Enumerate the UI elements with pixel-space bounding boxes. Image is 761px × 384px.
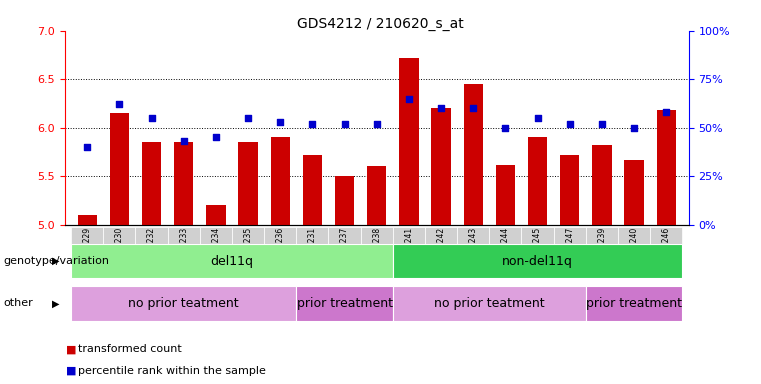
Text: transformed count: transformed count [78,344,182,354]
Text: GSM652245: GSM652245 [533,227,542,273]
FancyBboxPatch shape [650,227,683,273]
Point [339,121,351,127]
Text: GSM652232: GSM652232 [147,227,156,273]
Point [113,101,126,108]
FancyBboxPatch shape [425,227,457,273]
FancyBboxPatch shape [71,286,296,321]
Text: no prior teatment: no prior teatment [434,297,545,310]
Text: GSM652240: GSM652240 [629,227,638,273]
Text: GSM652246: GSM652246 [661,227,670,273]
FancyBboxPatch shape [200,227,232,273]
FancyBboxPatch shape [167,227,200,273]
Point [210,134,222,141]
Text: GSM652234: GSM652234 [212,227,221,273]
Point [499,125,511,131]
FancyBboxPatch shape [489,227,521,273]
FancyBboxPatch shape [457,227,489,273]
FancyBboxPatch shape [521,227,553,273]
Point [660,109,672,115]
Bar [206,205,225,225]
Point [564,121,576,127]
FancyBboxPatch shape [586,286,683,321]
Text: non-del11q: non-del11q [502,255,573,268]
Bar [303,155,322,225]
FancyBboxPatch shape [393,227,425,273]
Point [435,105,447,111]
Bar [495,164,515,225]
Point [596,121,608,127]
FancyBboxPatch shape [232,227,264,273]
Bar [238,142,258,225]
Point [177,138,189,144]
FancyBboxPatch shape [296,286,393,321]
Bar [367,167,387,225]
Text: genotype/variation: genotype/variation [4,256,110,266]
FancyBboxPatch shape [329,227,361,273]
Text: GDS4212 / 210620_s_at: GDS4212 / 210620_s_at [297,17,464,31]
Text: no prior teatment: no prior teatment [129,297,239,310]
Bar [110,113,129,225]
FancyBboxPatch shape [393,244,683,278]
Text: GSM652230: GSM652230 [115,227,124,273]
FancyBboxPatch shape [296,227,329,273]
Point [306,121,318,127]
Text: ▶: ▶ [52,298,59,308]
Point [531,115,543,121]
Bar [142,142,161,225]
Text: ▶: ▶ [52,256,59,266]
Bar [400,58,419,225]
Bar [271,137,290,225]
Text: GSM652242: GSM652242 [437,227,445,273]
FancyBboxPatch shape [393,286,586,321]
Bar [560,155,579,225]
Text: prior treatment: prior treatment [297,297,393,310]
Point [274,119,286,125]
Text: GSM652229: GSM652229 [83,227,92,273]
Text: GSM652235: GSM652235 [244,227,253,273]
Point [371,121,383,127]
Bar [657,110,676,225]
Text: GSM652237: GSM652237 [340,227,349,273]
Bar [78,215,97,225]
FancyBboxPatch shape [71,227,103,273]
FancyBboxPatch shape [618,227,650,273]
Text: GSM652238: GSM652238 [372,227,381,273]
Bar [624,160,644,225]
Text: ■: ■ [66,366,77,376]
Text: del11q: del11q [211,255,253,268]
FancyBboxPatch shape [361,227,393,273]
Bar [174,142,193,225]
Point [242,115,254,121]
Text: GSM652236: GSM652236 [275,227,285,273]
FancyBboxPatch shape [586,227,618,273]
Bar [592,145,612,225]
Point [467,105,479,111]
Point [145,115,158,121]
FancyBboxPatch shape [135,227,167,273]
Text: prior treatment: prior treatment [586,297,682,310]
Text: ■: ■ [66,344,77,354]
Text: GSM652243: GSM652243 [469,227,478,273]
Point [81,144,94,150]
Text: GSM652231: GSM652231 [308,227,317,273]
Text: GSM652239: GSM652239 [597,227,607,273]
Point [628,125,640,131]
Point [403,96,415,102]
FancyBboxPatch shape [71,244,393,278]
Text: GSM652241: GSM652241 [404,227,413,273]
Bar [431,108,451,225]
FancyBboxPatch shape [553,227,586,273]
Bar [335,176,354,225]
Text: percentile rank within the sample: percentile rank within the sample [78,366,266,376]
Text: GSM652244: GSM652244 [501,227,510,273]
Text: other: other [4,298,33,308]
Bar [463,84,482,225]
Bar [528,137,547,225]
FancyBboxPatch shape [103,227,135,273]
FancyBboxPatch shape [264,227,296,273]
Text: GSM652247: GSM652247 [565,227,575,273]
Text: GSM652233: GSM652233 [179,227,188,273]
